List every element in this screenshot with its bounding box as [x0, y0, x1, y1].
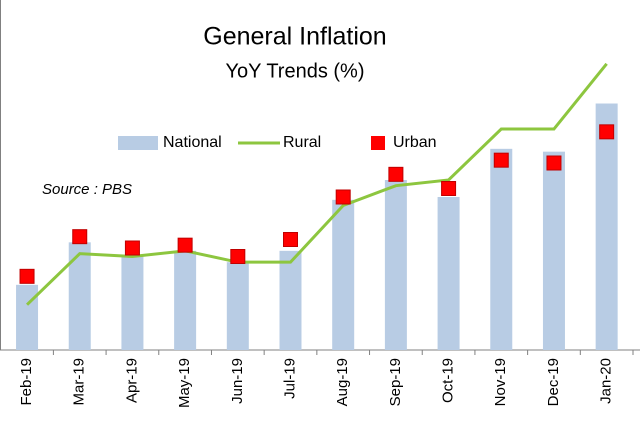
x-tick-label: Jun-19 — [229, 358, 246, 404]
chart-title: General Inflation — [203, 23, 386, 51]
marker — [19, 268, 35, 284]
bar — [279, 250, 302, 350]
bar — [490, 148, 513, 350]
legend-swatch — [371, 136, 385, 150]
marker — [388, 166, 404, 182]
x-tick-label: May-19 — [176, 358, 193, 408]
bar — [121, 256, 144, 350]
marker — [124, 240, 140, 256]
x-tick-label: Nov-19 — [492, 358, 509, 406]
chart-subtitle: YoY Trends (%) — [226, 60, 365, 82]
x-tick-label: Sep-19 — [387, 358, 404, 406]
bar — [226, 262, 249, 350]
bar — [437, 197, 460, 350]
x-tick-label: Jul-19 — [281, 358, 298, 399]
legend-label: National — [163, 134, 222, 151]
x-tick-label: Dec-19 — [545, 358, 562, 406]
x-tick-label: Mar-19 — [71, 358, 88, 406]
marker — [493, 152, 509, 168]
marker — [599, 124, 615, 140]
marker — [230, 249, 246, 264]
x-tick-label: Apr-19 — [123, 358, 140, 403]
marker — [546, 155, 562, 171]
x-tick-label: Oct-19 — [440, 358, 457, 403]
bar — [542, 151, 565, 350]
bar — [16, 284, 39, 350]
x-tick-label: Jan-20 — [598, 358, 615, 404]
bar — [174, 250, 197, 350]
legend-label: Rural — [283, 134, 321, 151]
bar — [595, 103, 618, 350]
x-tick-label: Feb-19 — [18, 358, 35, 406]
x-tick-label: Aug-19 — [334, 358, 351, 406]
line — [26, 62, 608, 306]
legend-label: Urban — [393, 134, 437, 151]
bar — [68, 242, 91, 350]
marker — [441, 181, 457, 196]
marker — [177, 237, 193, 253]
bar — [384, 180, 407, 350]
source-note: Source : PBS — [42, 181, 132, 198]
marker — [283, 232, 299, 247]
marker — [72, 229, 88, 245]
marker — [335, 189, 351, 205]
bar — [332, 199, 355, 350]
legend-swatch — [118, 136, 158, 150]
